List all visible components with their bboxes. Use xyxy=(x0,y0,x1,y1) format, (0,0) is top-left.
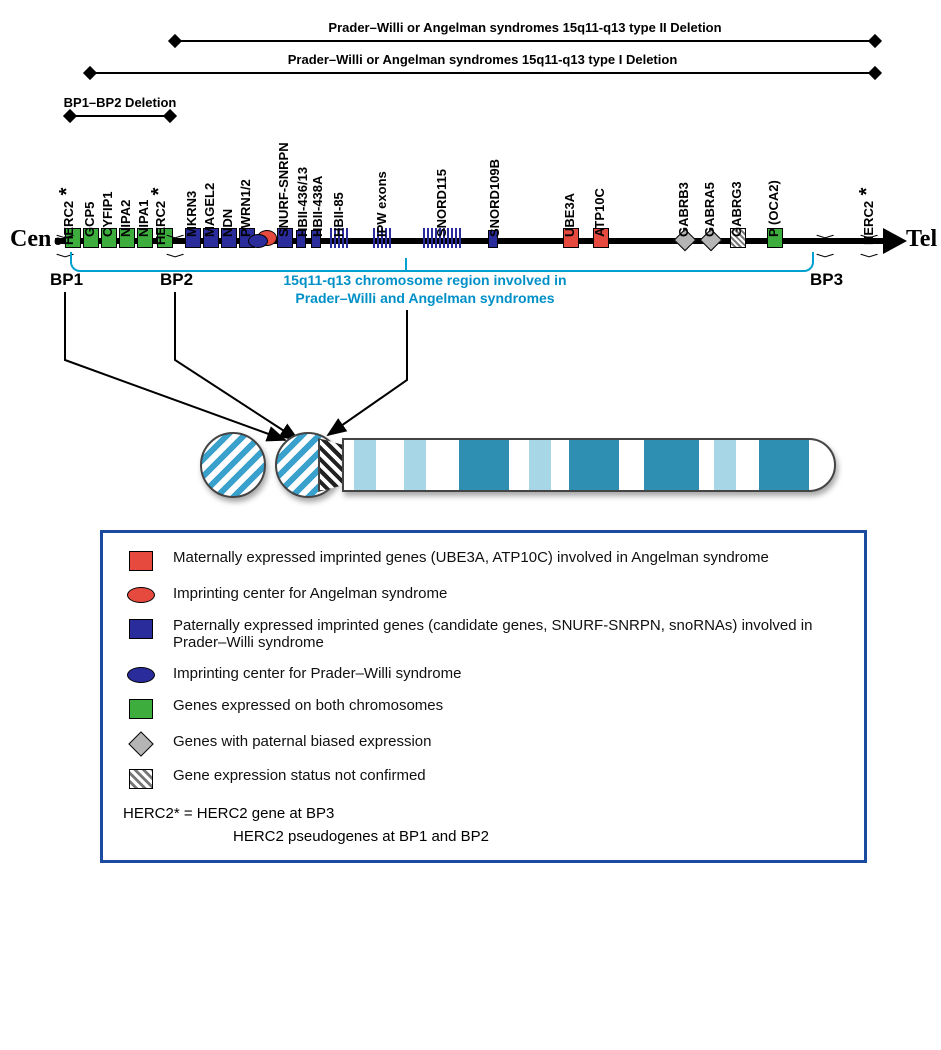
legend-row: Gene expression status not confirmed xyxy=(121,767,846,789)
ideogram-band xyxy=(644,440,699,490)
legend-text: Paternally expressed imprinted genes (ca… xyxy=(173,617,846,651)
legend-swatch-icon xyxy=(121,667,161,683)
legend-swatch-icon xyxy=(121,735,161,753)
ideogram-band xyxy=(459,440,509,490)
ideogram-band xyxy=(714,440,736,490)
ideogram-band xyxy=(529,440,551,490)
leader-arrows xyxy=(10,10,910,480)
legend-text: Genes expressed on both chromosomes xyxy=(173,697,443,714)
legend-swatch-icon xyxy=(121,699,161,719)
legend-swatch-icon xyxy=(121,769,161,789)
legend-swatch-icon xyxy=(121,619,161,639)
legend-text: Imprinting center for Prader–Willi syndr… xyxy=(173,665,461,682)
legend-text: Imprinting center for Angelman syndrome xyxy=(173,585,447,602)
legend-swatch-icon xyxy=(121,551,161,571)
genomic-diagram: Prader–Willi or Angelman syndromes 15q11… xyxy=(10,10,910,1040)
legend-row: Imprinting center for Prader–Willi syndr… xyxy=(121,665,846,683)
ideogram-band xyxy=(569,440,619,490)
legend-row: Paternally expressed imprinted genes (ca… xyxy=(121,617,846,651)
ideogram-band xyxy=(354,440,376,490)
legend-row: Imprinting center for Angelman syndrome xyxy=(121,585,846,603)
chromosome-ideogram xyxy=(200,430,800,500)
legend-text: Genes with paternal biased expression xyxy=(173,733,432,750)
ideogram-band xyxy=(404,440,426,490)
legend-row: Genes expressed on both chromosomes xyxy=(121,697,846,719)
legend-text: Maternally expressed imprinted genes (UB… xyxy=(173,549,769,566)
tel-label: Tel xyxy=(906,226,937,253)
legend-text: Gene expression status not confirmed xyxy=(173,767,426,784)
legend-swatch-icon xyxy=(121,587,161,603)
legend-row: Maternally expressed imprinted genes (UB… xyxy=(121,549,846,571)
ideogram-band xyxy=(759,440,809,490)
legend-row: Genes with paternal biased expression xyxy=(121,733,846,753)
legend-note: HERC2* = HERC2 gene at BP3 HERC2 pseudog… xyxy=(123,803,846,848)
legend-box: Maternally expressed imprinted genes (UB… xyxy=(100,530,867,863)
